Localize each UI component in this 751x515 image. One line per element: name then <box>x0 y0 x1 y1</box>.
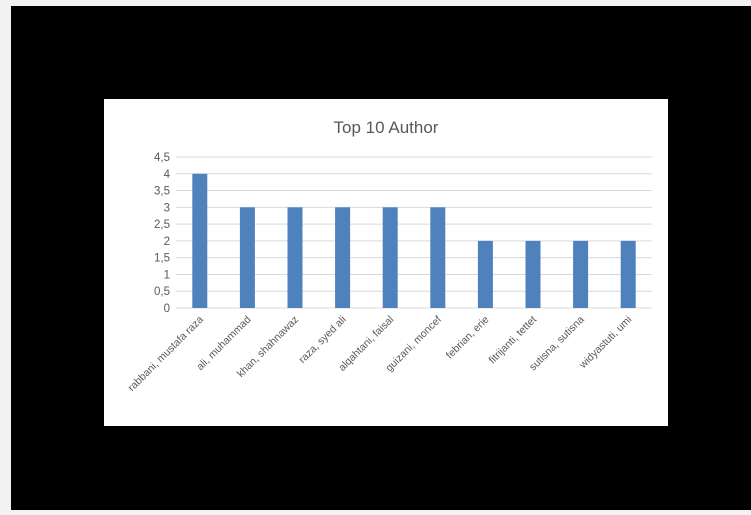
bar <box>192 173 208 308</box>
category-label: febrian, erie <box>444 314 492 362</box>
bar <box>430 207 446 308</box>
y-tick-label: 2 <box>164 236 170 248</box>
bar-chart: Top 10 Author 0 0,5 1 1,5 2 2,5 3 3,5 4 4,5 rabba… <box>126 118 652 394</box>
y-tick-label: 2,5 <box>154 219 170 231</box>
bar <box>239 207 255 308</box>
bar <box>620 240 636 308</box>
chart-title: Top 10 Author <box>334 118 439 137</box>
bar <box>477 240 493 308</box>
y-tick-label: 4 <box>164 169 171 181</box>
bar <box>525 240 541 308</box>
chart-card: Top 10 Author 0 0,5 1 1,5 2 2,5 3 3,5 4 4,5 rabba… <box>104 99 668 426</box>
category-label: rabbani, mustafa raza <box>126 314 206 394</box>
bar <box>382 207 398 308</box>
y-tick-label: 3,5 <box>154 186 170 198</box>
bar <box>573 240 589 308</box>
y-tick-label: 3 <box>164 202 170 214</box>
y-tick-label: 0,5 <box>154 286 170 298</box>
bars <box>192 173 636 308</box>
y-axis-ticks: 0 0,5 1 1,5 2 2,5 3 3,5 4 4,5 <box>154 152 171 315</box>
category-label: raza, syed ali <box>296 314 348 366</box>
y-tick-label: 4,5 <box>154 152 170 164</box>
bar <box>287 207 303 308</box>
category-label: fitrijanti, tettet <box>486 314 539 367</box>
bar <box>335 207 351 308</box>
y-tick-label: 1,5 <box>154 253 170 265</box>
gridlines <box>176 156 652 309</box>
y-tick-label: 1 <box>164 269 170 281</box>
y-tick-label: 0 <box>164 303 170 315</box>
